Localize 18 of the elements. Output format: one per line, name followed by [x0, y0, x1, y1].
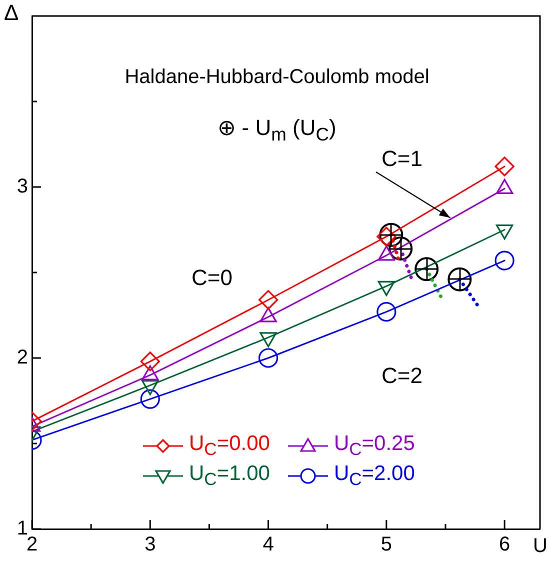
x-axis-title: U — [533, 535, 548, 558]
y-axis-title: Δ — [4, 0, 19, 26]
y-tick-label: 3 — [16, 176, 28, 198]
x-tick-label: 5 — [380, 534, 392, 556]
legend-label: U$_{C}$=0.00 — [189, 432, 270, 460]
legend-label: U$_{C}$=0.25 — [334, 432, 415, 460]
annotation: C=0 — [192, 265, 232, 291]
y-tick-label: 1 — [16, 518, 28, 540]
legend-label: U$_{C}$=2.00 — [334, 462, 415, 490]
y-tick-label: 2 — [16, 346, 28, 369]
annotation: C=1 — [382, 146, 422, 172]
annotation: C=2 — [382, 363, 422, 389]
x-tick-label: 3 — [144, 534, 156, 556]
x-tick-label: 4 — [262, 534, 274, 556]
annotation: ⊕ - U$_{m}$ (U$_{C}$) — [218, 115, 336, 146]
legend-label: U$_{C}$=1.00 — [189, 462, 270, 490]
annotation: Haldane-Hubbard-Coulomb model — [124, 66, 430, 89]
x-tick-label: 6 — [498, 534, 510, 556]
